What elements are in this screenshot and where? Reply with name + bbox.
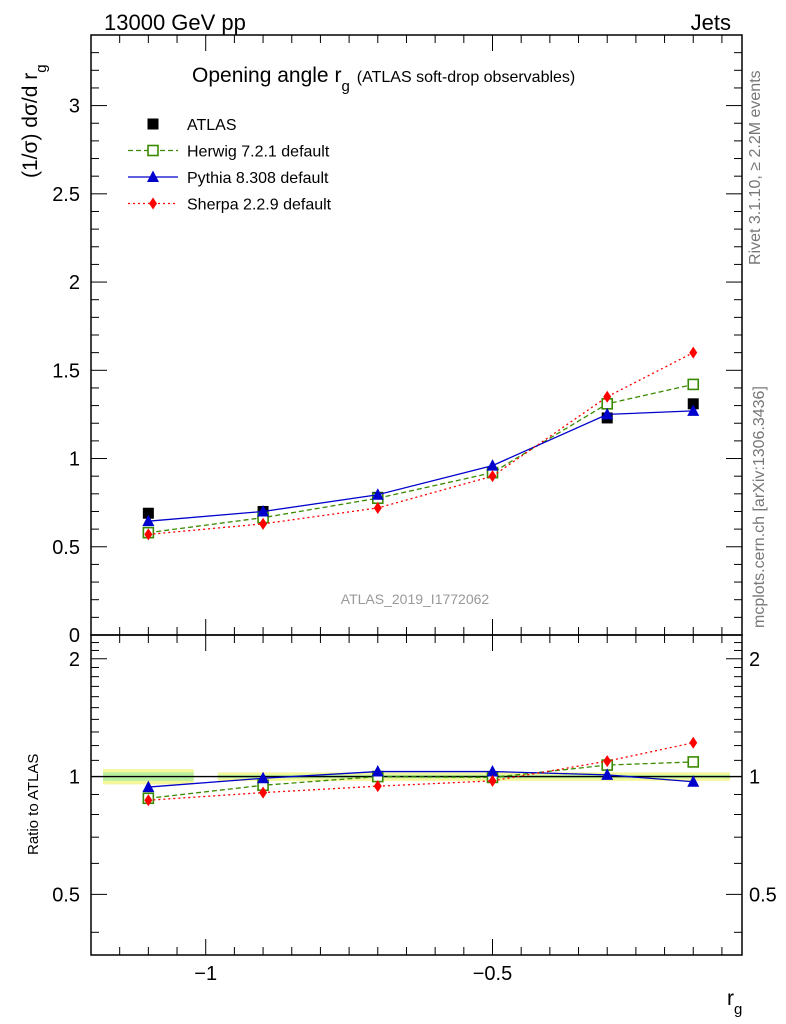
legend-marker — [147, 118, 159, 130]
data-point — [486, 459, 499, 471]
ratio-series-pythia-8-308-default — [142, 765, 700, 793]
legend-label: Sherpa 2.2.9 default — [187, 197, 332, 214]
data-point — [142, 514, 155, 527]
ratio-y-tick-label: 1 — [69, 767, 80, 789]
data-point — [373, 501, 382, 514]
data-point — [689, 346, 698, 359]
ratio-data-point — [687, 756, 700, 768]
ratio-ticks: 0.5 0.5 1 1 2 2 −1 −0.5 — [52, 635, 777, 985]
ratio-y-tick-label: 2 — [69, 649, 80, 671]
legend-label: ATLAS — [187, 117, 237, 134]
main-y-axis-label: (1/σ) dσ/d rg — [19, 64, 50, 178]
main-plot-panel: 0 0.5 1 1.5 2 2.5 3 Opening angle rg(ATLAS sof… — [19, 34, 743, 647]
x-axis-label: rg — [727, 987, 742, 1018]
data-point — [488, 470, 497, 483]
main-y-tick-label: 0 — [69, 625, 80, 647]
watermark-label: ATLAS_2019_I1772062 — [341, 591, 490, 607]
series-line — [148, 383, 694, 534]
ratio-plot-frame — [90, 634, 743, 956]
mcplots-label: mcplots.cern.ch [arXiv:1306.3436] — [751, 386, 768, 628]
data-point — [687, 398, 699, 410]
ratio-series-line — [148, 761, 694, 799]
ratio-series-group — [142, 736, 700, 807]
ratio-y-tick-label-right: 0.5 — [749, 884, 777, 906]
ratio-data-point — [257, 771, 270, 784]
series-sherpa-2-2-9-default — [144, 346, 698, 541]
data-point — [257, 504, 270, 517]
main-y-tick-label: 1.5 — [52, 360, 80, 382]
main-y-tick-label: 2.5 — [52, 184, 80, 206]
data-point — [144, 528, 153, 541]
legend-marker — [147, 144, 159, 157]
rivet-version-label: Rivet 3.1.10, ≥ 2.2M events — [747, 70, 764, 265]
ratio-plot-panel: 0.5 0.5 1 1 2 2 −1 −0.5 Ratio to ATLAS rg — [25, 634, 777, 1018]
ratio-data-point — [488, 774, 497, 787]
ratio-data-point — [144, 794, 153, 807]
data-point — [371, 488, 384, 500]
legend-marker — [149, 197, 157, 210]
chart-title: Opening angle rg(ATLAS soft-drop observa… — [192, 64, 575, 95]
ratio-data-point — [687, 775, 700, 787]
legend-label: Herwig 7.2.1 default — [187, 144, 330, 161]
series-line — [148, 352, 694, 536]
ratio-data-point — [689, 736, 698, 749]
data-point — [259, 517, 268, 530]
data-point — [687, 404, 700, 416]
ratio-data-point — [601, 768, 614, 780]
ratio-series-sherpa-2-2-9-default — [144, 736, 698, 807]
legend-marker — [147, 170, 159, 182]
ratio-y-tick-label-right: 2 — [749, 649, 760, 671]
ratio-series-line — [148, 742, 694, 801]
legend-entry: Herwig 7.2.1 default — [128, 144, 330, 161]
ratio-data-point — [603, 755, 612, 768]
ratio-data-point — [142, 780, 155, 793]
legend-entry: Sherpa 2.2.9 default — [128, 197, 332, 214]
ratio-data-point — [373, 780, 382, 793]
series-pythia-8-308-default — [142, 404, 700, 527]
x-tick-label: −1 — [194, 963, 217, 985]
ratio-data-point — [259, 786, 268, 799]
data-point — [603, 390, 612, 403]
legend-entry: Pythia 8.308 default — [128, 170, 329, 187]
header-right-label: Jets — [691, 10, 731, 35]
main-series-group — [142, 346, 700, 541]
ratio-y-tick-label: 0.5 — [52, 884, 80, 906]
series-line — [148, 410, 694, 522]
ratio-y-axis-label: Ratio to ATLAS — [25, 754, 42, 855]
legend-label: Pythia 8.308 default — [187, 170, 329, 187]
ratio-data-point — [371, 765, 384, 777]
legend-entry: ATLAS — [147, 117, 237, 134]
main-y-ticks: 0 0.5 1 1.5 2 2.5 3 — [52, 34, 742, 647]
header-left-label: 13000 GeV pp — [104, 10, 246, 35]
main-y-tick-label: 2 — [69, 272, 80, 294]
series-atlas — [142, 398, 699, 519]
main-y-tick-label: 3 — [69, 96, 80, 118]
main-y-tick-label: 0.5 — [52, 537, 80, 559]
data-point — [142, 507, 154, 519]
data-point — [687, 378, 700, 391]
ratio-series-line — [148, 770, 694, 788]
x-tick-label: −0.5 — [473, 963, 512, 985]
legend: ATLAS Herwig 7.2.1 default Pythia 8.308 de… — [128, 117, 332, 214]
ratio-data-point — [486, 765, 499, 777]
data-point — [601, 407, 614, 420]
ratio-y-tick-label-right: 1 — [749, 767, 760, 789]
uncertainty-band — [91, 769, 742, 785]
main-y-tick-label: 1 — [69, 449, 80, 471]
